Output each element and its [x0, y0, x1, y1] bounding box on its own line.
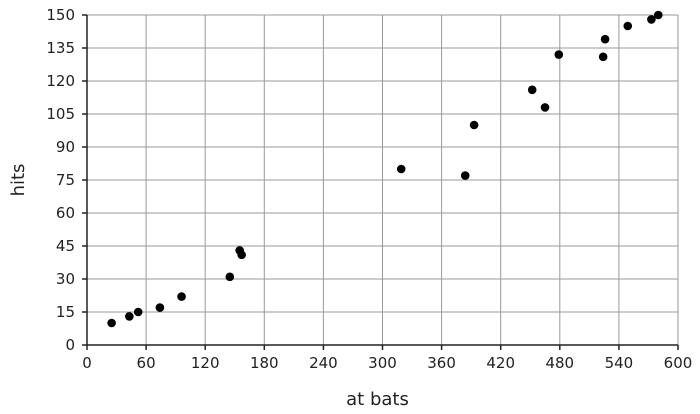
data-point [460, 171, 470, 180]
y-tick-label: 60 [56, 204, 75, 222]
x-tick-labels: 0 60 120 180 240 300 360 420 480 540 600 [82, 354, 692, 372]
data-point [107, 318, 116, 328]
data-point [225, 272, 235, 282]
data-point [623, 21, 633, 31]
data-point [600, 34, 610, 44]
grid-lines [86, 14, 679, 346]
x-tick-label: 300 [368, 354, 397, 372]
y-tick-label: 90 [56, 138, 75, 156]
y-tick-label: 150 [46, 6, 75, 24]
data-point [133, 307, 143, 317]
x-tick-label: 540 [605, 354, 634, 372]
x-tick-label: 600 [664, 354, 693, 372]
x-tick-label: 480 [545, 354, 574, 372]
y-tick-label: 120 [46, 72, 75, 90]
y-tick-label: 105 [46, 105, 75, 123]
x-tick-label: 180 [250, 354, 279, 372]
data-point [654, 10, 663, 20]
data-point [125, 312, 134, 321]
data-point [598, 52, 608, 62]
axes [82, 14, 679, 350]
x-tick-label: 60 [137, 354, 156, 372]
data-point [647, 15, 656, 24]
y-tick-label: 15 [56, 303, 75, 321]
y-tick-label: 75 [56, 171, 75, 189]
y-tick-label: 135 [46, 39, 75, 57]
data-point [527, 85, 537, 95]
y-tick-label: 30 [56, 270, 75, 288]
x-tick-label: 0 [82, 354, 92, 372]
data-point [237, 250, 246, 260]
y-axis-label: hits [8, 164, 29, 197]
data-point [554, 50, 564, 59]
y-tick-labels: 0 15 30 45 60 75 90 105 120 135 150 [46, 6, 75, 354]
x-tick-label: 420 [486, 354, 515, 372]
data-point [469, 120, 479, 130]
x-axis-label: at bats [346, 389, 409, 410]
x-tick-label: 360 [427, 354, 456, 372]
y-tick-label: 45 [56, 237, 75, 255]
data-points [107, 10, 663, 328]
data-point [177, 292, 186, 301]
data-point [155, 303, 165, 312]
x-tick-label: 240 [309, 354, 338, 372]
data-point [396, 164, 406, 174]
data-point [540, 103, 550, 112]
y-tick-label: 0 [65, 336, 75, 354]
x-tick-label: 120 [191, 354, 220, 372]
